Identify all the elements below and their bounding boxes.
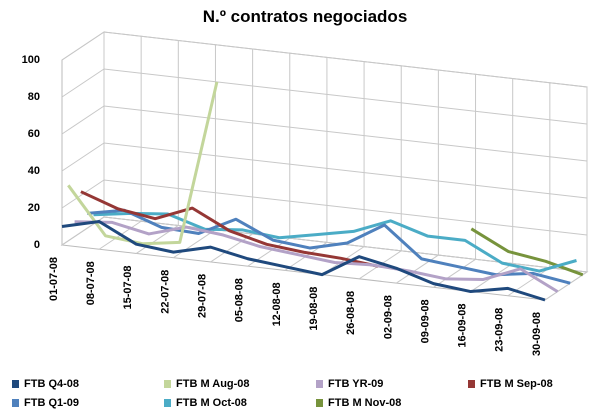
y-tick-label: 80: [28, 91, 40, 103]
back-wall: [103, 31, 588, 273]
x-tick-label: 30-09-08: [531, 312, 543, 356]
x-tick-label: 12-08-08: [271, 282, 283, 326]
y-tick-label: 0: [34, 239, 40, 251]
legend-label: FTB YR-09: [328, 378, 383, 390]
series-line: [67, 81, 219, 246]
depth-grid-line: [544, 87, 588, 301]
x-tick-label: 05-08-08: [234, 278, 246, 322]
series-line: [61, 219, 546, 302]
x-tick-label: 26-08-08: [345, 291, 357, 335]
depth-grid-line: [98, 36, 142, 250]
x-tick-label: 01-07-08: [48, 257, 60, 301]
depth-grid-line: [61, 32, 105, 246]
x-tick-label: 09-09-08: [419, 299, 431, 343]
x-tick-label: 15-07-08: [122, 265, 134, 309]
x-tick-label: 08-07-08: [85, 261, 97, 305]
x-tick-label: 29-07-08: [197, 274, 209, 318]
legend-label: FTB M Oct-08: [176, 397, 247, 409]
series-line: [470, 227, 584, 277]
x-tick-label: 02-09-08: [382, 295, 394, 339]
legend-swatch: [12, 380, 19, 388]
legend-label: FTB M Aug-08: [176, 378, 250, 390]
x-tick-label: 19-08-08: [308, 287, 320, 331]
legend-label: FTB Q1-09: [24, 397, 79, 409]
legend-label: FTB M Sep-08: [480, 378, 553, 390]
legend-label: FTB M Nov-08: [328, 397, 401, 409]
legend-swatch: [468, 380, 475, 388]
y-tick-label: 100: [22, 54, 40, 66]
legend-swatch: [316, 380, 323, 388]
y-tick-label: 60: [28, 128, 40, 140]
x-tick-label: 23-09-08: [494, 308, 506, 352]
series-line: [87, 208, 571, 285]
depth-grid-line: [284, 57, 328, 271]
legend-swatch: [164, 399, 171, 407]
legend-swatch: [164, 380, 171, 388]
depth-grid-line: [321, 61, 365, 276]
series-line: [93, 211, 577, 273]
x-tick-label: 22-07-08: [159, 270, 171, 314]
legend-swatch: [12, 399, 19, 407]
legend-swatch: [316, 399, 323, 407]
legend-label: FTB Q4-08: [24, 378, 79, 390]
chart-title: N.º contratos negociados: [203, 7, 408, 26]
depth-grid-line: [470, 78, 514, 292]
y-tick-label: 20: [28, 202, 40, 214]
x-tick-label: 16-09-08: [457, 304, 469, 348]
series-line: [74, 220, 559, 293]
y-tick-label: 40: [28, 165, 40, 177]
depth-grid-line: [358, 65, 402, 280]
series-line: [80, 190, 379, 268]
